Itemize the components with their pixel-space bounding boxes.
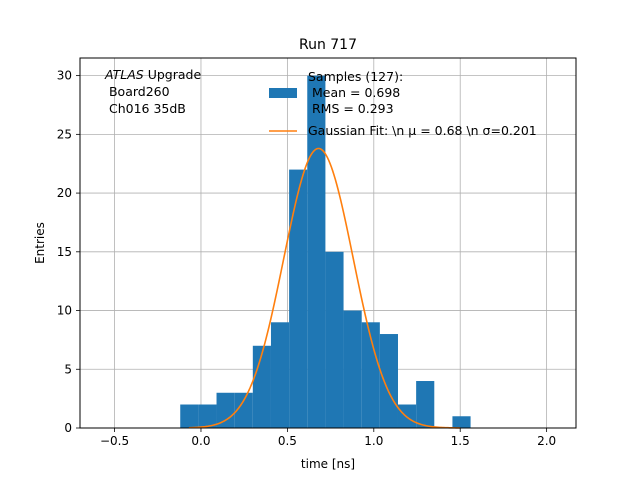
- annotation-atlas: ATLAS: [104, 67, 144, 82]
- gaussian-fit-line: [188, 147, 461, 429]
- y-tick-label: 5: [64, 362, 72, 376]
- annotation-upgrade: Upgrade: [144, 67, 202, 82]
- y-tick-label: 20: [57, 186, 72, 200]
- y-tick-label: 25: [57, 127, 72, 141]
- histogram-bar: [289, 169, 308, 429]
- histogram-bar: [252, 345, 271, 428]
- histogram-bar: [180, 404, 199, 428]
- legend-samples-line2: Mean = 0.698: [308, 85, 400, 100]
- atlas-annotation: ATLAS Upgrade Board260 Ch016 35dB: [104, 67, 201, 116]
- annotation-channel: Ch016 35dB: [105, 101, 186, 116]
- y-tick-label: 30: [57, 69, 72, 83]
- x-axis-ticks: −0.5 0.0 0.5 1.0 1.5 2.0: [100, 428, 556, 448]
- x-tick-label: 0.5: [278, 434, 297, 448]
- legend-fit-label: Gaussian Fit: \n μ = 0.68 \n σ=0.201: [308, 123, 537, 138]
- chart-title: Run 717: [299, 37, 357, 53]
- annotation-board: Board260: [105, 84, 170, 99]
- histogram-bar: [379, 334, 398, 428]
- x-tick-label: 1.5: [451, 434, 470, 448]
- legend-samples-swatch: [269, 88, 297, 98]
- svg-text:ATLAS Upgrade: ATLAS Upgrade: [104, 67, 201, 82]
- legend: Samples (127): Mean = 0.698 RMS = 0.293 …: [269, 69, 537, 138]
- histogram-bars: [180, 75, 471, 429]
- histogram-bar: [198, 404, 217, 428]
- y-tick-label: 10: [57, 304, 72, 318]
- legend-samples-line1: Samples (127):: [308, 69, 403, 84]
- histogram-bar: [307, 75, 326, 428]
- plot-frame: [79, 57, 577, 429]
- legend-samples-line3: RMS = 0.293: [308, 101, 394, 116]
- gaussian-fit: [188, 147, 461, 429]
- histogram-bar: [216, 392, 235, 428]
- histogram-bar: [452, 416, 471, 428]
- x-tick-label: 0.0: [191, 434, 210, 448]
- histogram-bar: [325, 251, 344, 428]
- histogram-bar: [343, 310, 362, 428]
- y-axis-ticks: 0 5 10 15 20 25 30: [57, 69, 80, 435]
- histogram-bar: [234, 392, 253, 428]
- x-tick-label: 1.0: [364, 434, 383, 448]
- x-tick-label: −0.5: [100, 434, 129, 448]
- y-tick-label: 15: [57, 245, 72, 259]
- x-tick-label: 2.0: [537, 434, 556, 448]
- histogram-bar: [416, 381, 435, 428]
- y-tick-label: 0: [64, 421, 72, 435]
- histogram-bar: [270, 322, 290, 428]
- x-axis-label: time [ns]: [301, 457, 355, 471]
- histogram-bar: [361, 322, 380, 428]
- y-axis-label: Entries: [33, 222, 47, 264]
